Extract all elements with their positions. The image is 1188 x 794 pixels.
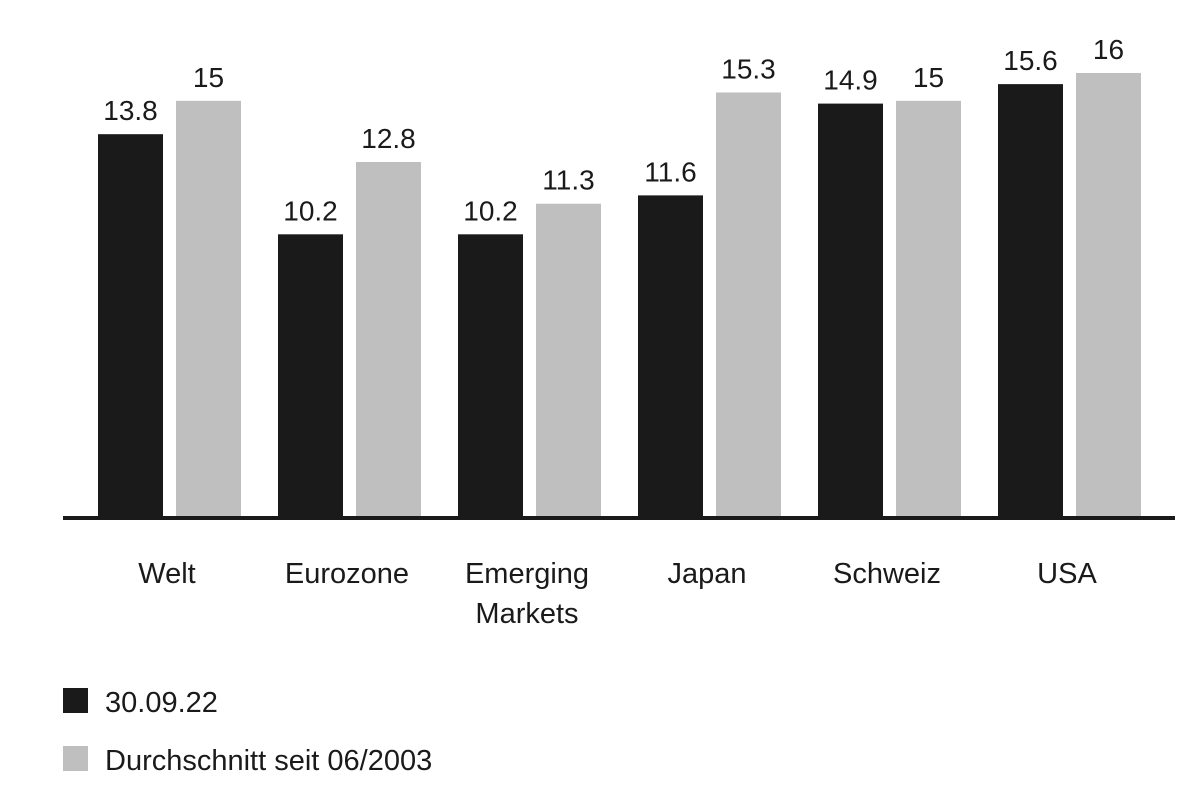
value-label: 12.8 xyxy=(361,123,416,154)
legend-swatch xyxy=(63,688,88,713)
bar xyxy=(176,100,241,518)
bar xyxy=(638,195,703,518)
bar xyxy=(278,234,343,518)
value-label: 15 xyxy=(193,62,224,93)
value-label: 15.6 xyxy=(1003,45,1058,76)
bar xyxy=(536,203,601,518)
legend-label: 30.09.22 xyxy=(105,687,218,719)
bar xyxy=(458,234,523,518)
value-label: 10.2 xyxy=(283,195,338,226)
value-label: 11.6 xyxy=(644,156,696,187)
x-tick-label: Japan xyxy=(667,558,747,590)
value-label: 11.3 xyxy=(542,165,594,196)
x-tick-label: Emerging Markets xyxy=(464,558,590,630)
value-label: 15 xyxy=(913,62,944,93)
bar xyxy=(998,84,1063,518)
x-tick-label: Schweiz xyxy=(833,558,941,590)
bar xyxy=(356,162,421,518)
bar xyxy=(1076,73,1141,518)
x-tick-label: Welt xyxy=(138,558,196,590)
bar xyxy=(818,103,883,518)
value-label: 14.9 xyxy=(823,65,878,96)
x-tick-label: Eurozone xyxy=(284,558,410,590)
x-tick-label: USA xyxy=(1037,558,1097,590)
bar xyxy=(98,134,163,518)
value-label: 10.2 xyxy=(463,195,518,226)
value-label: 15.3 xyxy=(721,53,776,84)
value-label: 13.8 xyxy=(103,95,158,126)
value-label: 16 xyxy=(1093,34,1124,65)
bar xyxy=(896,100,961,518)
legend-label: Durchschnitt seit 06/2003 xyxy=(105,745,432,777)
bar xyxy=(716,92,781,518)
legend-swatch xyxy=(63,746,88,771)
